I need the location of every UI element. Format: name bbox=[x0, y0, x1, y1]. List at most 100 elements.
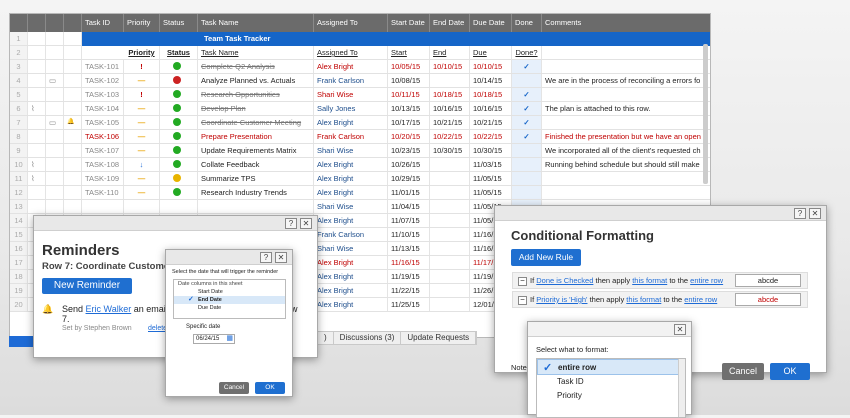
row-icon-cell[interactable] bbox=[64, 186, 82, 199]
comment-cell[interactable]: Running behind schedule but should still… bbox=[542, 158, 710, 171]
comment-cell[interactable] bbox=[542, 88, 710, 101]
rule-condition-link[interactable]: Priority is 'High' bbox=[536, 295, 588, 304]
row-icon-cell[interactable] bbox=[28, 88, 46, 101]
task-name[interactable]: Collate Feedback bbox=[198, 158, 314, 171]
assigned-to[interactable]: Alex Bright bbox=[314, 284, 388, 297]
row-icon-cell[interactable] bbox=[64, 102, 82, 115]
assigned-to[interactable]: Alex Bright bbox=[314, 172, 388, 185]
task-name[interactable]: Analyze Planned vs. Actuals bbox=[198, 74, 314, 87]
task-id[interactable]: TASK-108 bbox=[82, 158, 124, 171]
priority-indicator[interactable]: — bbox=[124, 130, 160, 143]
done-checkbox[interactable]: ✓ bbox=[512, 102, 542, 115]
task-id[interactable]: TASK-102 bbox=[82, 74, 124, 87]
calendar-icon[interactable]: ▦ bbox=[226, 335, 233, 342]
row-icon-cell[interactable] bbox=[64, 158, 82, 171]
priority-indicator[interactable]: ! bbox=[124, 60, 160, 73]
format-target-option[interactable]: Task ID bbox=[537, 375, 685, 389]
column-header-10[interactable]: End Date bbox=[430, 14, 470, 32]
status-cell[interactable] bbox=[160, 186, 198, 199]
rule-collapse-icon[interactable]: − bbox=[518, 295, 527, 305]
comment-cell[interactable]: The plan is attached to this row. bbox=[542, 102, 710, 115]
end-date[interactable]: 10/30/15 bbox=[430, 144, 470, 157]
end-date[interactable] bbox=[430, 214, 470, 227]
end-date[interactable]: 10/21/15 bbox=[430, 116, 470, 129]
priority-indicator[interactable]: — bbox=[124, 102, 160, 115]
comment-cell[interactable] bbox=[542, 186, 710, 199]
assigned-to[interactable]: Frank Carlson bbox=[314, 228, 388, 241]
end-date[interactable] bbox=[430, 158, 470, 171]
due-date[interactable]: 10/21/15 bbox=[470, 116, 512, 129]
row-icon-cell[interactable] bbox=[64, 130, 82, 143]
comment-cell[interactable] bbox=[542, 60, 710, 73]
date-column-option[interactable]: End Date ✓ bbox=[174, 296, 285, 304]
help-icon[interactable]: ? bbox=[260, 252, 272, 263]
row-icon-cell[interactable] bbox=[64, 60, 82, 73]
start-date[interactable]: 11/01/15 bbox=[388, 186, 430, 199]
bell-icon[interactable]: 🔔 bbox=[64, 116, 82, 129]
row-icon-cell[interactable] bbox=[46, 200, 64, 213]
assigned-to[interactable]: Alex Bright bbox=[314, 298, 388, 311]
end-date[interactable]: 10/18/15 bbox=[430, 88, 470, 101]
assigned-to[interactable]: Alex Bright bbox=[314, 60, 388, 73]
row-number[interactable]: 14 bbox=[10, 214, 28, 227]
priority-indicator[interactable]: ! bbox=[124, 88, 160, 101]
assigned-to[interactable]: Alex Bright bbox=[314, 186, 388, 199]
row-number[interactable]: 20 bbox=[10, 298, 28, 311]
column-header-2[interactable] bbox=[46, 14, 64, 32]
start-date[interactable]: 11/04/15 bbox=[388, 200, 430, 213]
task-id[interactable]: TASK-101 bbox=[82, 60, 124, 73]
table-row[interactable]: 12 TASK-110— Research Industry Trends Alex … bbox=[10, 186, 710, 200]
start-date[interactable]: 10/08/15 bbox=[388, 74, 430, 87]
table-row[interactable]: 11 ⌇ TASK-109— Summarize TPS Alex Bright 10/2… bbox=[10, 172, 710, 186]
start-date[interactable]: 10/23/15 bbox=[388, 144, 430, 157]
column-header-12[interactable]: Done bbox=[512, 14, 542, 32]
column-header-11[interactable]: Due Date bbox=[470, 14, 512, 32]
done-checkbox[interactable] bbox=[512, 158, 542, 171]
specific-date-input[interactable]: 06/24/15 ▦ bbox=[193, 334, 235, 344]
end-date[interactable]: 10/16/15 bbox=[430, 102, 470, 115]
status-cell[interactable] bbox=[160, 144, 198, 157]
table-row[interactable]: 1 Team Task Tracker bbox=[10, 32, 710, 46]
table-row[interactable]: 2 Priority Status Task Name Assigned To Start… bbox=[10, 46, 710, 60]
start-date[interactable]: 10/26/15 bbox=[388, 158, 430, 171]
task-id[interactable]: TASK-109 bbox=[82, 172, 124, 185]
task-id[interactable]: TASK-107 bbox=[82, 144, 124, 157]
row-icon-cell[interactable] bbox=[46, 172, 64, 185]
row-number[interactable]: 2 bbox=[10, 46, 28, 59]
help-icon[interactable]: ? bbox=[794, 208, 806, 219]
row-icon-cell[interactable] bbox=[64, 32, 82, 45]
task-id[interactable] bbox=[82, 200, 124, 213]
row-icon-cell[interactable] bbox=[64, 74, 82, 87]
assigned-to[interactable]: Sally Jones bbox=[314, 102, 388, 115]
row-icon-cell[interactable] bbox=[28, 32, 46, 45]
task-name[interactable] bbox=[198, 200, 314, 213]
delete-link[interactable]: delete bbox=[148, 325, 168, 332]
rule-format-link[interactable]: this format bbox=[632, 276, 668, 285]
task-id[interactable]: TASK-106 bbox=[82, 130, 124, 143]
due-date[interactable]: 10/22/15 bbox=[470, 130, 512, 143]
date-cancel-button[interactable]: Cancel bbox=[219, 382, 249, 394]
priority-indicator[interactable]: — bbox=[124, 116, 160, 129]
done-checkbox[interactable]: ✓ bbox=[512, 60, 542, 73]
start-date[interactable]: 11/19/15 bbox=[388, 270, 430, 283]
status-cell[interactable] bbox=[160, 102, 198, 115]
priority-indicator[interactable]: — bbox=[124, 144, 160, 157]
start-date[interactable]: 11/10/15 bbox=[388, 228, 430, 241]
row-icon-cell[interactable] bbox=[28, 130, 46, 143]
table-row[interactable]: 7 ▭ 🔔 TASK-105— Coordinate Customer Meeting A… bbox=[10, 116, 710, 130]
row-number[interactable]: 5 bbox=[10, 88, 28, 101]
done-checkbox[interactable] bbox=[512, 74, 542, 87]
assigned-to[interactable]: Frank Carlson bbox=[314, 130, 388, 143]
status-cell[interactable] bbox=[160, 200, 198, 213]
column-header-13[interactable]: Comments bbox=[542, 14, 710, 32]
row-icon-cell[interactable] bbox=[46, 88, 64, 101]
due-date[interactable]: 11/05/15 bbox=[470, 186, 512, 199]
assigned-to[interactable]: Shari Wise bbox=[314, 200, 388, 213]
status-cell[interactable] bbox=[160, 172, 198, 185]
row-number[interactable]: 13 bbox=[10, 200, 28, 213]
end-date[interactable] bbox=[430, 186, 470, 199]
assigned-to[interactable]: Shari Wise bbox=[314, 242, 388, 255]
task-name[interactable]: Complete Q2 Analysis bbox=[198, 60, 314, 73]
table-row[interactable]: 3 TASK-101! Complete Q2 Analysis Alex Brigh… bbox=[10, 60, 710, 74]
start-date[interactable]: 10/05/15 bbox=[388, 60, 430, 73]
